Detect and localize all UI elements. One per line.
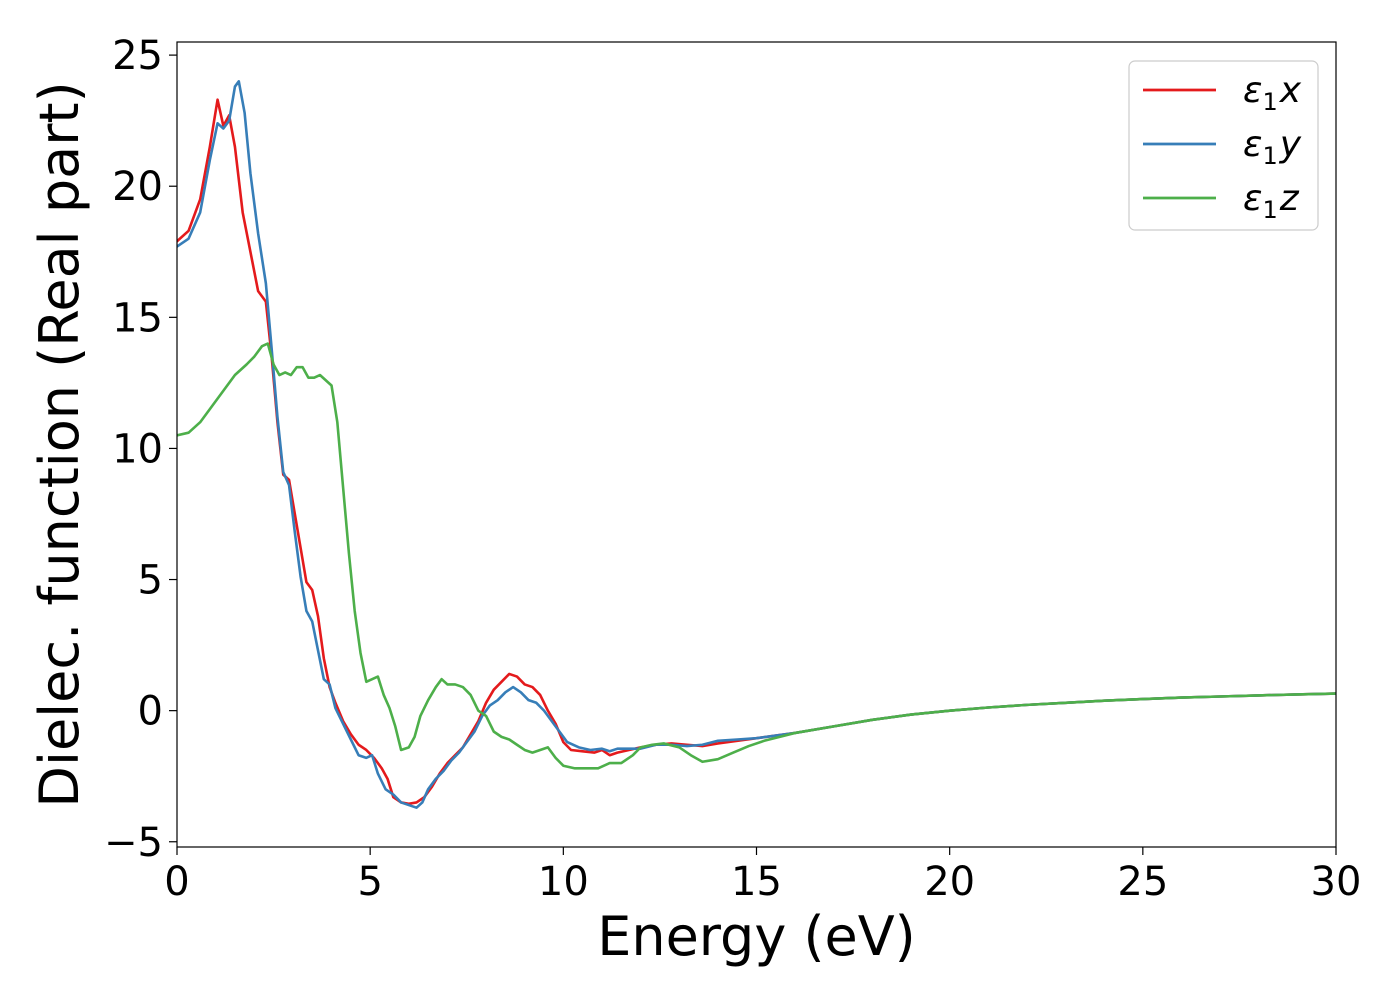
x-axis-ticks: 0 5 10 15 20 25 30 bbox=[164, 847, 1361, 905]
legend-label-3: ε1z bbox=[1243, 178, 1300, 224]
legend-subscript: 1 bbox=[1262, 196, 1277, 224]
y-axis-label: Dielec. function (Real part) bbox=[28, 81, 91, 807]
y-tick-label: 25 bbox=[112, 33, 163, 79]
x-axis-label: Energy (eV) bbox=[597, 905, 916, 968]
x-tick-label: 25 bbox=[1117, 859, 1168, 905]
y-axis-ticks: −5 0 5 10 15 20 25 bbox=[104, 33, 177, 866]
y-tick-label: −5 bbox=[104, 820, 163, 866]
legend-box bbox=[1128, 60, 1319, 231]
x-tick-label: 20 bbox=[924, 859, 975, 905]
y-tick-label: 5 bbox=[138, 558, 163, 604]
legend-subscript: 1 bbox=[1262, 142, 1277, 170]
x-tick-label: 5 bbox=[357, 859, 382, 905]
y-tick-label: 15 bbox=[112, 295, 163, 341]
legend-label-2: ε1y bbox=[1243, 124, 1302, 170]
legend-epsilon: ε bbox=[1243, 178, 1262, 219]
x-tick-label: 10 bbox=[538, 859, 589, 905]
series-layer bbox=[177, 80, 1336, 809]
legend-subscript: 1 bbox=[1262, 88, 1277, 116]
legend-epsilon: ε bbox=[1243, 124, 1262, 165]
series-line-3 bbox=[177, 342, 1336, 770]
x-tick-label: 15 bbox=[731, 859, 782, 905]
y-tick-label: 20 bbox=[112, 164, 163, 210]
legend-component: x bbox=[1279, 70, 1302, 111]
legend-label-1: ε1x bbox=[1243, 70, 1302, 116]
y-tick-label: 0 bbox=[138, 689, 163, 735]
legend-epsilon: ε bbox=[1243, 70, 1262, 111]
legend-component: z bbox=[1279, 178, 1300, 219]
x-tick-label: 30 bbox=[1311, 859, 1362, 905]
legend-component: y bbox=[1279, 124, 1302, 165]
y-tick-label: 10 bbox=[112, 426, 163, 472]
x-tick-label: 0 bbox=[164, 859, 189, 905]
